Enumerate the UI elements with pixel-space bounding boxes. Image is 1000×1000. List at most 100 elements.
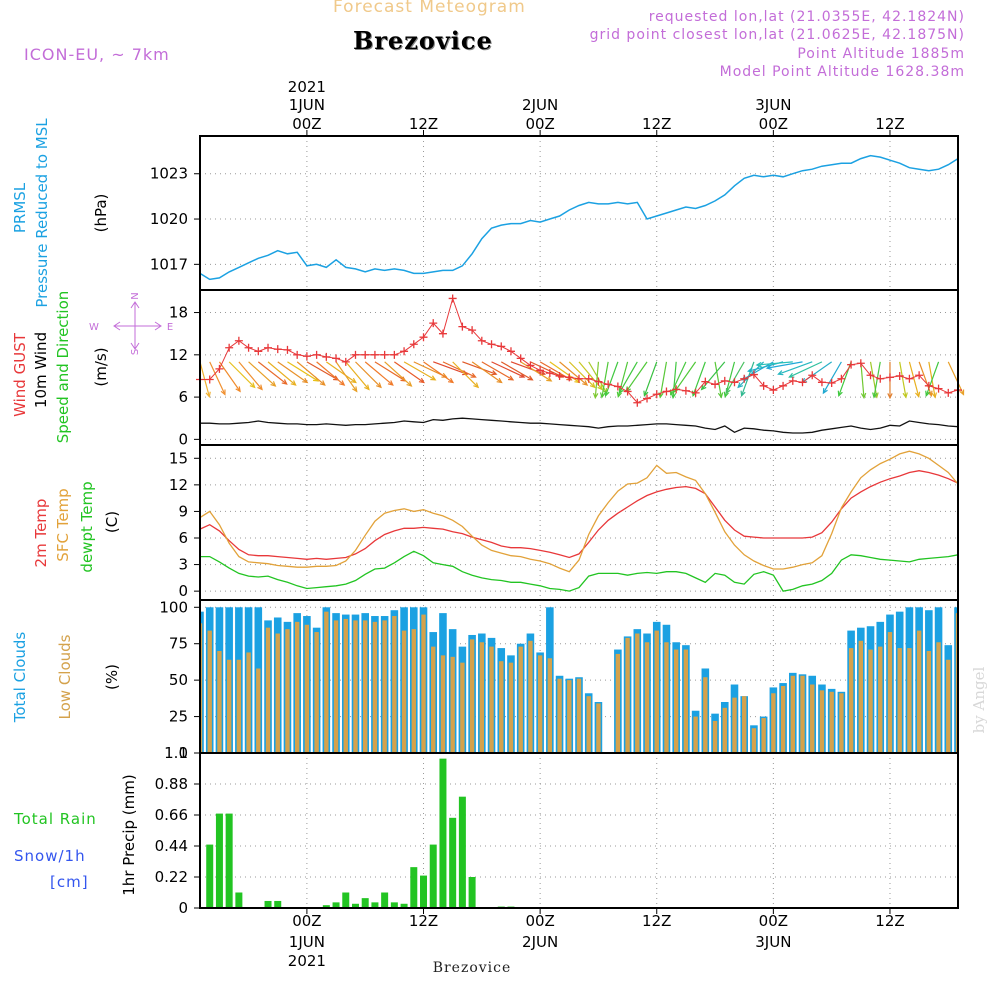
wind-gust-marker	[497, 342, 506, 351]
wind-arrow-shaft	[228, 361, 256, 388]
wind-arrow-head	[352, 386, 358, 393]
low-cloud-bar	[742, 696, 747, 753]
wind-gust-line	[200, 296, 959, 404]
low-cloud-bar	[246, 652, 251, 753]
y-tick-label: 0	[178, 899, 188, 917]
low-cloud-bar	[625, 637, 630, 753]
precip-bar	[439, 758, 447, 908]
wind-arrow-shaft	[394, 361, 425, 384]
wind-direction-arrow	[442, 361, 477, 378]
low-cloud-bar	[343, 618, 348, 753]
low-cloud-bar	[790, 675, 795, 753]
low-cloud-bar	[508, 662, 514, 753]
precip-bar	[390, 902, 398, 908]
low-cloud-bar	[499, 661, 504, 753]
low-cloud-bar	[256, 668, 261, 753]
low-cloud-bar	[907, 648, 912, 753]
precip-bar	[225, 813, 233, 908]
wind-gust-marker	[293, 350, 302, 359]
wind-gust-marker	[312, 350, 321, 359]
wind-gust-marker	[555, 371, 564, 380]
wind-arrow-shaft	[345, 361, 370, 390]
wind-arrow-head	[249, 382, 256, 389]
wind-arrow-head	[765, 364, 773, 371]
y-tick-label: 0.44	[155, 837, 188, 855]
wind-arrow-head	[616, 391, 622, 398]
low-cloud-bar	[479, 642, 485, 753]
low-cloud-bar	[635, 633, 640, 753]
compass-rose: N W E S	[89, 292, 173, 355]
wind-arrow-head	[235, 386, 241, 393]
wind-direction-arrow	[325, 361, 357, 384]
wind-direction-arrow	[725, 361, 745, 395]
wind-arrow-shaft	[601, 361, 609, 398]
low-cloud-bar	[537, 655, 543, 753]
wind-gust-marker	[672, 385, 681, 394]
bottom-hour-tick: 12Z	[642, 912, 671, 930]
wind-arrow-shaft	[520, 361, 552, 382]
low-cloud-bar	[887, 632, 893, 753]
low-cloud-bar	[848, 648, 854, 753]
sfc-temp-line	[199, 450, 959, 573]
low-cloud-bar	[761, 718, 766, 753]
wind-direction-arrow	[238, 361, 263, 391]
y-tick-label: 0.22	[155, 868, 188, 886]
wind-gust-marker	[623, 387, 632, 396]
wind-arrow-head	[860, 392, 867, 400]
wind-arrow-shaft	[306, 361, 339, 381]
wind-gust-marker	[662, 387, 671, 396]
c-unit-label: (C)	[103, 511, 121, 533]
low-cloud-bar	[693, 716, 698, 753]
wind-direction-arrow	[604, 361, 619, 397]
low-cloud-bar	[547, 658, 553, 753]
low-cloud-bar	[304, 624, 310, 753]
low-cloud-bar	[868, 649, 873, 753]
wind-arrow-head	[887, 393, 893, 400]
wind-arrow-shaft	[433, 361, 468, 375]
wind-gust-marker	[885, 373, 894, 382]
wind-direction-arrow	[491, 361, 526, 378]
wind-arrow-head	[582, 380, 589, 386]
percent-unit-label: (%)	[103, 664, 121, 690]
low-cloud-bar	[207, 630, 212, 753]
low-cloud-bar	[683, 649, 689, 753]
wind-gust-marker	[701, 377, 710, 386]
precip-bar	[429, 844, 437, 908]
wind-arrow-shaft	[549, 361, 580, 384]
precip-bar	[458, 796, 466, 908]
low-cloud-bar	[372, 621, 378, 753]
bottom-day-label: 3JUN	[755, 933, 791, 951]
low-clouds-label: Low Clouds	[56, 634, 74, 719]
wind-arrow-head	[755, 361, 762, 368]
pressure-msl-label: Pressure Reduced to MSL	[33, 118, 51, 308]
low-cloud-bar	[401, 630, 407, 753]
wind-arrow-shaft	[778, 361, 813, 375]
wind-arrow-head	[599, 392, 606, 399]
wind-gust-marker	[487, 340, 496, 349]
wind-arrow-head	[777, 370, 784, 376]
wind-arrow-head	[496, 377, 503, 384]
wind-direction-arrow	[755, 361, 793, 368]
precip-bar	[264, 900, 272, 908]
wind-arrow-head	[746, 367, 754, 373]
wind-arrow-head	[589, 382, 596, 389]
model-label: ICON-EU, ~ 7km	[24, 45, 170, 64]
low-cloud-bar	[353, 620, 358, 753]
wind-gust-marker	[234, 336, 243, 345]
wind-arrow-head	[725, 388, 731, 395]
wind-arrow-head	[700, 384, 707, 391]
y-tick-label: 100	[159, 598, 188, 616]
wind-direction-arrow	[481, 361, 515, 381]
bottom-day-label: 1JUN	[289, 933, 325, 951]
low-cloud-bar	[596, 703, 601, 753]
precip-bar	[342, 892, 350, 908]
top-day-label: 2JUN	[522, 96, 558, 114]
bottom-day-label: 2JUN	[522, 933, 558, 951]
low-cloud-bar	[664, 642, 669, 753]
wind-arrow-shaft	[789, 361, 823, 378]
wind-gust-marker	[545, 369, 554, 378]
speed-direction-label: Speed and Direction	[54, 291, 72, 444]
wind-arrow-shaft	[625, 361, 648, 392]
wind-direction-arrow	[277, 361, 309, 384]
precip-bar	[371, 902, 379, 908]
